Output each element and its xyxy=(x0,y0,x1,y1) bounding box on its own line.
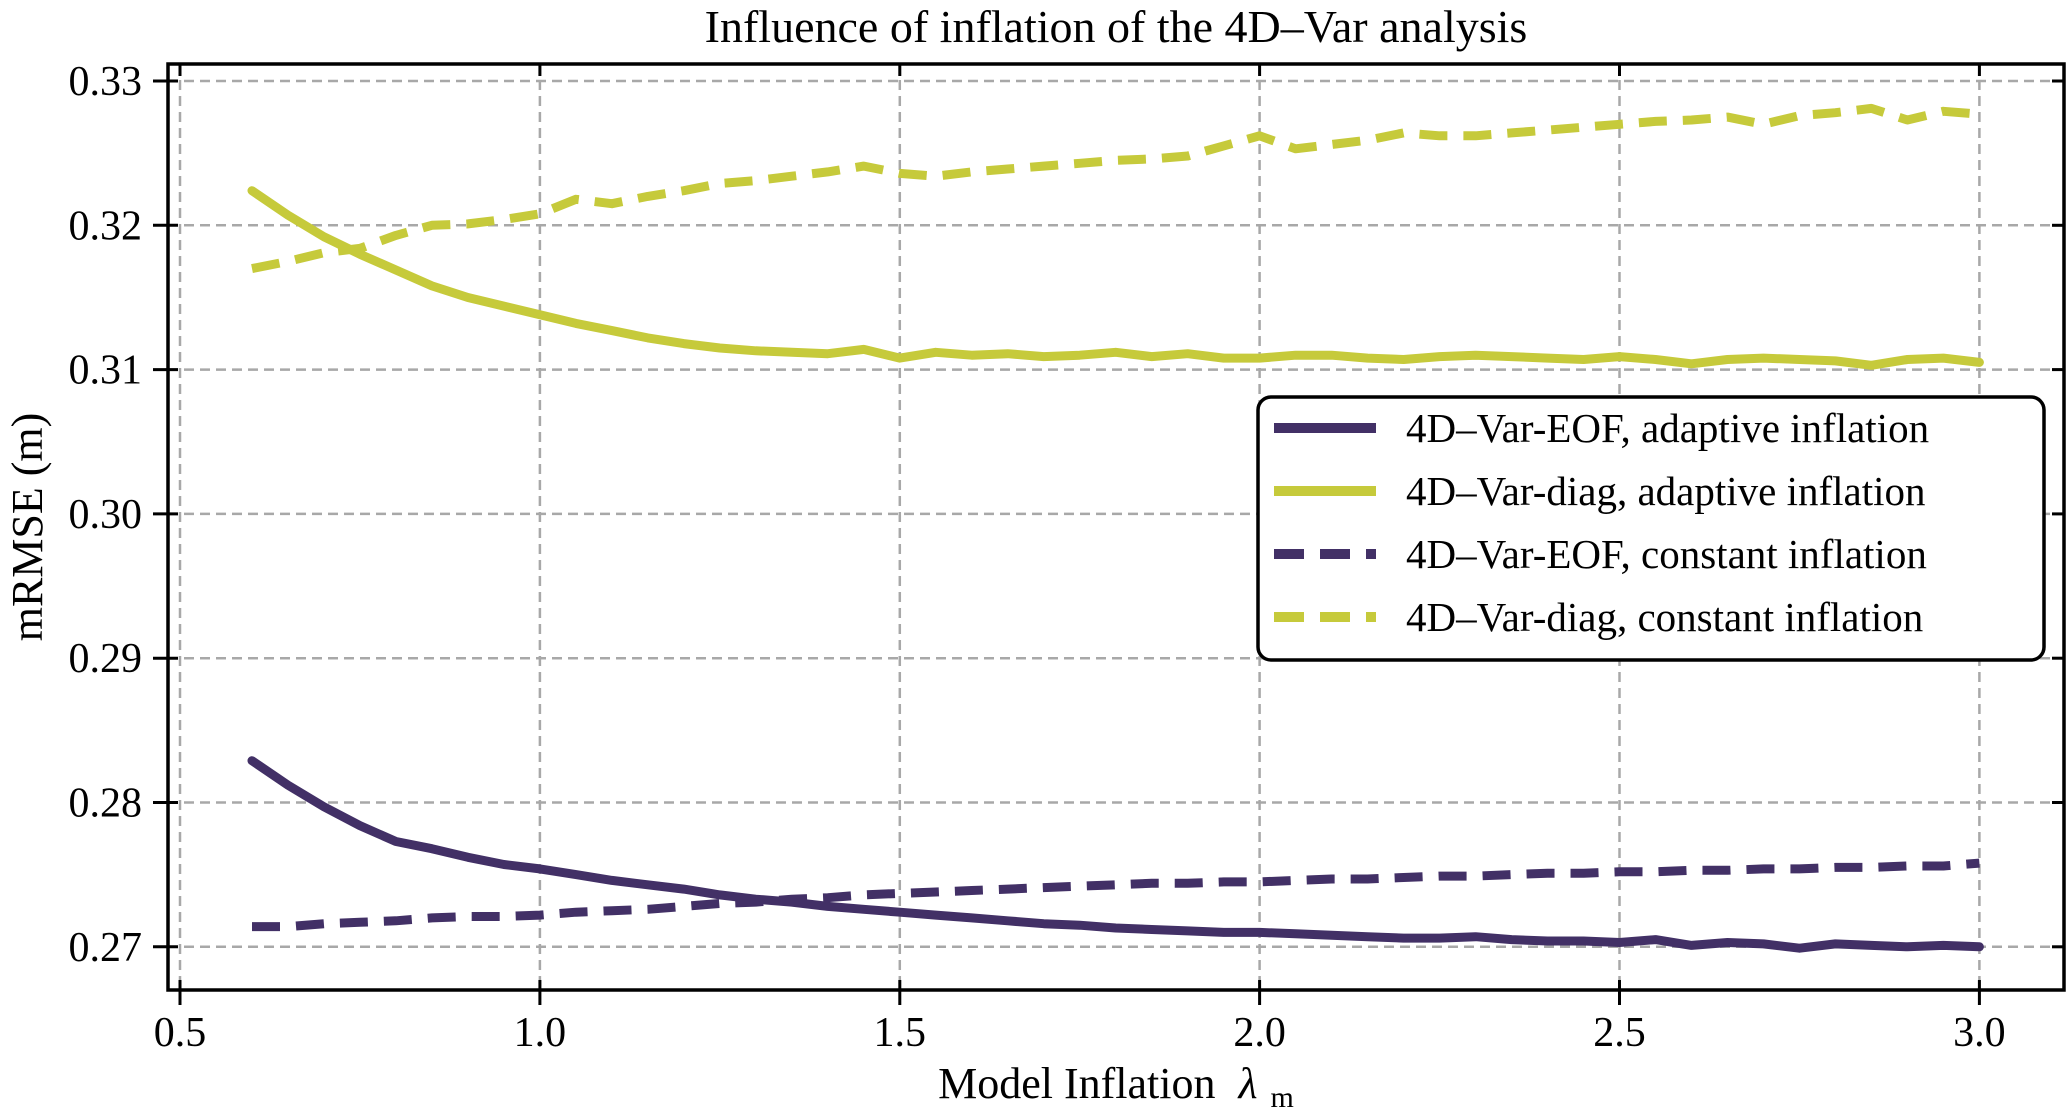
legend-label-2: 4D–Var-EOF, constant inflation xyxy=(1406,531,1927,577)
y-tick-label: 0.33 xyxy=(69,59,143,105)
legend-label-0: 4D–Var-EOF, adaptive inflation xyxy=(1406,405,1929,451)
y-tick-label: 0.29 xyxy=(69,636,143,682)
x-axis-title-text: Model Inflation xyxy=(938,1059,1215,1108)
axes-spines-layer xyxy=(166,62,2066,992)
legend-label-3: 4D–Var-diag, constant inflation xyxy=(1406,594,1923,640)
legend-layer: 4D–Var-EOF, adaptive inflation 4D–Var-dia… xyxy=(1256,395,2046,662)
data-series-layer xyxy=(247,103,1984,953)
x-tick-label: 2.5 xyxy=(1593,1010,1646,1056)
series-line-1 xyxy=(247,186,1984,370)
x-axis-title-symbol: λ xyxy=(1236,1059,1257,1108)
x-tick-label: 1.5 xyxy=(874,1010,927,1056)
y-tick-label: 0.32 xyxy=(69,203,143,249)
y-tick-label: 0.31 xyxy=(69,348,143,394)
x-tick-label: 2.0 xyxy=(1233,1010,1286,1056)
x-tick-label: 1.0 xyxy=(514,1010,567,1056)
legend-box xyxy=(1256,395,2046,662)
series-line-0 xyxy=(247,756,1984,953)
x-axis-title-subscript: m xyxy=(1271,1081,1294,1109)
y-tick-label: 0.30 xyxy=(69,492,143,538)
x-tick-label: 0.5 xyxy=(154,1010,207,1056)
gridlines-layer xyxy=(168,64,2064,990)
plot-border xyxy=(166,62,2066,992)
y-tick-label: 0.27 xyxy=(69,925,143,971)
series-line-2 xyxy=(252,858,1980,932)
legend-label-1: 4D–Var-diag, adaptive inflation xyxy=(1406,468,1926,514)
chart-title: Influence of inflation of the 4D–Var ana… xyxy=(705,1,1528,52)
x-axis-title: Model Inflation λ m xyxy=(938,1059,1294,1109)
y-tick-label: 0.28 xyxy=(69,781,143,827)
x-tick-label: 3.0 xyxy=(1953,1010,2006,1056)
y-axis-title: mRMSE (m) xyxy=(3,413,52,642)
axis-ticks-layer xyxy=(153,64,2064,1005)
tick-labels-layer: 0.5 1.0 1.5 2.0 2.5 3.0 0.27 0.28 0.29 0.30 0.31 0.… xyxy=(69,59,2006,1056)
series-line-3 xyxy=(251,103,1980,274)
